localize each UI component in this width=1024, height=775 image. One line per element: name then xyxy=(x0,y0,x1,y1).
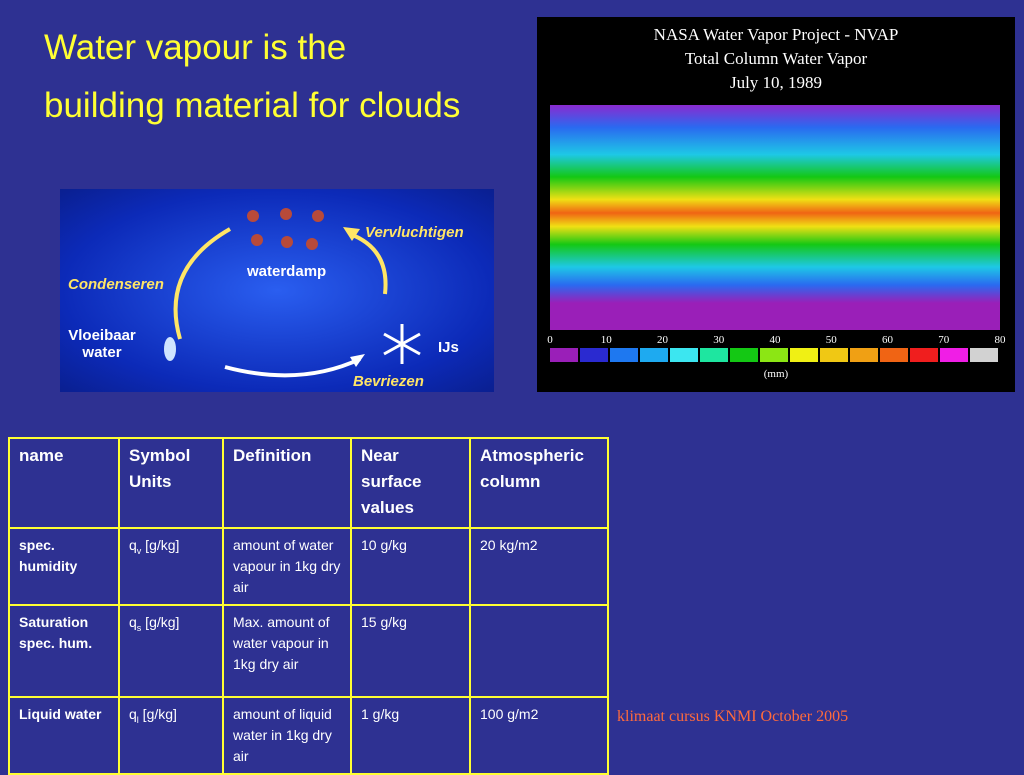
color-swatch xyxy=(760,348,788,362)
symbol-units: [g/kg] xyxy=(138,706,177,722)
label: Condenseren xyxy=(68,276,164,293)
title-line: building material for clouds xyxy=(44,86,461,125)
symbol-units: [g/kg] xyxy=(141,614,180,630)
row-name: spec. humidity xyxy=(8,527,120,606)
label: Vloeibaar water xyxy=(68,327,136,361)
colorbar-tick: 80 xyxy=(994,334,1006,346)
header-cell: Atmospheric column xyxy=(469,437,609,529)
header-row: name Symbol Units Definition Near surface v… xyxy=(8,437,609,529)
table-cell: Max. amount of water vapour in 1kg dry a… xyxy=(222,604,352,698)
color-swatch xyxy=(730,348,758,362)
map-title: July 10, 1989 xyxy=(729,73,823,92)
cycle-diagram: Vervluchtigen waterdamp Condenseren Vloe… xyxy=(60,189,494,392)
property-table: name Symbol Units Definition Near surface v… xyxy=(8,437,609,775)
label: Vervluchtigen xyxy=(365,224,464,241)
title-line: Water vapour is the xyxy=(44,28,347,67)
footer: klimaat cursus KNMI October 2005 xyxy=(617,708,849,725)
row-name: Saturation spec. hum. xyxy=(8,604,120,698)
symbol-cell: qv [g/kg] xyxy=(118,527,224,606)
label: Bevriezen xyxy=(353,373,424,390)
color-swatch xyxy=(640,348,668,362)
table-row: Saturation spec. hum. qs [g/kg] Max. amoun… xyxy=(8,604,609,698)
color-swatch xyxy=(790,348,818,362)
map-title: NASA Water Vapor Project - NVAP xyxy=(653,25,899,44)
colorbar-tick: 0 xyxy=(547,334,553,346)
table-cell: 10 g/kg xyxy=(350,527,471,606)
color-swatch xyxy=(850,348,878,362)
row-name: Liquid water xyxy=(8,696,120,775)
header-cell: Definition xyxy=(222,437,352,529)
colorbar-unit: (mm) xyxy=(763,368,789,380)
table-row: Liquid water ql [g/kg] amount of liquid wa… xyxy=(8,696,609,775)
symbol-subscript: l xyxy=(136,714,139,725)
table-cell: 20 kg/m2 xyxy=(469,527,609,606)
color-swatch xyxy=(670,348,698,362)
color-swatch xyxy=(610,348,638,362)
table-cell: 1 g/kg xyxy=(350,696,471,775)
table-cell xyxy=(469,604,609,698)
table-cell: amount of water vapour in 1kg dry air xyxy=(222,527,352,606)
label: IJs xyxy=(438,339,459,356)
colorbar-tick: 30 xyxy=(713,334,725,346)
color-swatch xyxy=(880,348,908,362)
colorbar-tick: 70 xyxy=(938,334,950,346)
color-swatch xyxy=(550,348,578,362)
symbol-subscript: s xyxy=(136,622,142,633)
table-cell: 15 g/kg xyxy=(350,604,471,698)
map-title: Total Column Water Vapor xyxy=(684,49,868,68)
symbol: q xyxy=(129,614,137,630)
color-swatch xyxy=(910,348,938,362)
colorbar-tick: 20 xyxy=(657,334,668,346)
table-row: spec. humidity qv [g/kg] amount of water v… xyxy=(8,527,609,606)
color-swatch xyxy=(580,348,608,362)
header-cell: name xyxy=(8,437,120,529)
color-swatch xyxy=(940,348,968,362)
colorbar-tick: 50 xyxy=(825,334,837,346)
color-swatch xyxy=(700,348,728,362)
table-cell: 100 g/m2 xyxy=(469,696,609,775)
table-cell: amount of liquid water in 1kg dry air xyxy=(222,696,352,775)
colorbar-tick: 60 xyxy=(882,334,893,346)
header-cell: Symbol Units xyxy=(118,437,224,529)
colorbar-tick: 40 xyxy=(769,334,781,346)
symbol-units: [g/kg] xyxy=(141,537,180,553)
label: waterdamp xyxy=(247,263,327,280)
water-vapor-map: NASA Water Vapor Project - NVAP Total Co… xyxy=(537,17,1015,392)
color-swatch xyxy=(820,348,848,362)
map-image xyxy=(550,105,1000,330)
diagram-arrows xyxy=(164,208,421,378)
symbol: q xyxy=(129,706,137,722)
header-cell: Near surface values xyxy=(350,437,471,529)
symbol: q xyxy=(129,537,137,553)
symbol-cell: ql [g/kg] xyxy=(118,696,224,775)
color-swatch xyxy=(970,348,998,362)
colorbar-tick: 10 xyxy=(600,334,612,346)
symbol-subscript: v xyxy=(136,545,142,556)
symbol-cell: qs [g/kg] xyxy=(118,604,224,698)
